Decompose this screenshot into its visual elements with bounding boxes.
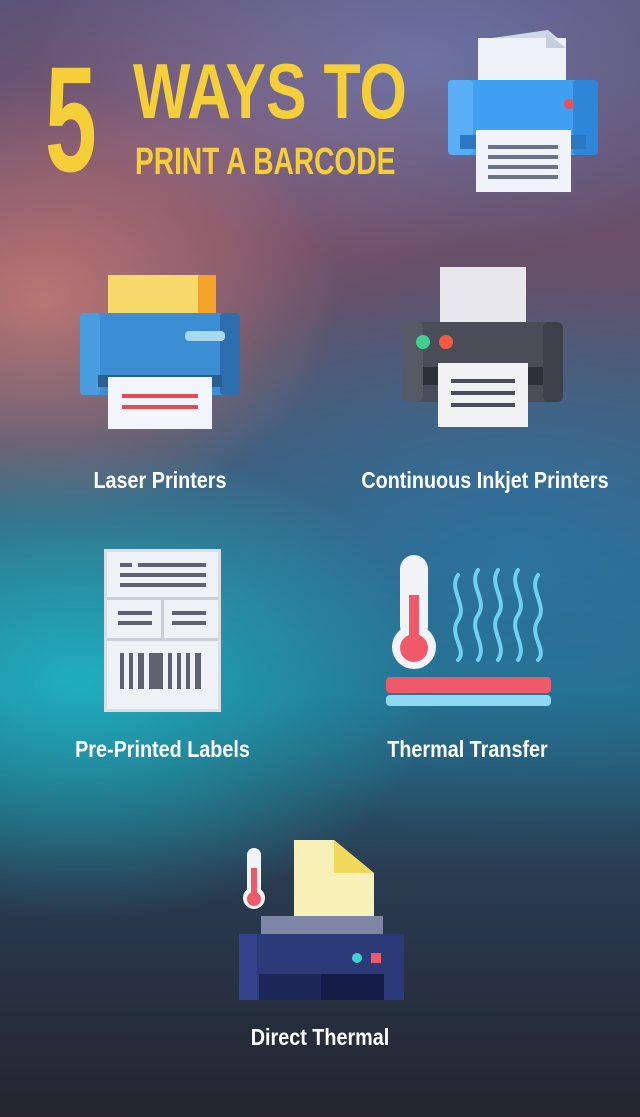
label-laser-printers: Laser Printers (93, 467, 227, 493)
page-title: 5 WAYS TO PRINT A BARCODE (45, 44, 415, 194)
laser-printer-icon (80, 275, 240, 429)
thermometer-heat-icon (386, 555, 551, 706)
label-thermal-transfer: Thermal Transfer (387, 736, 548, 762)
inkjet-printer-icon (403, 267, 563, 427)
label-pre-printed-labels: Pre-Printed Labels (75, 736, 250, 762)
title-line-1: WAYS TO (133, 47, 407, 135)
title-number: 5 (45, 35, 97, 203)
label-continuous-inkjet-printers: Continuous Inkjet Printers (361, 467, 609, 493)
thermal-printer-icon (239, 840, 404, 1000)
title-line-2: PRINT A BARCODE (135, 141, 396, 183)
label-direct-thermal: Direct Thermal (250, 1024, 390, 1050)
printer-icon (448, 30, 598, 192)
barcode-label-icon (104, 549, 221, 712)
